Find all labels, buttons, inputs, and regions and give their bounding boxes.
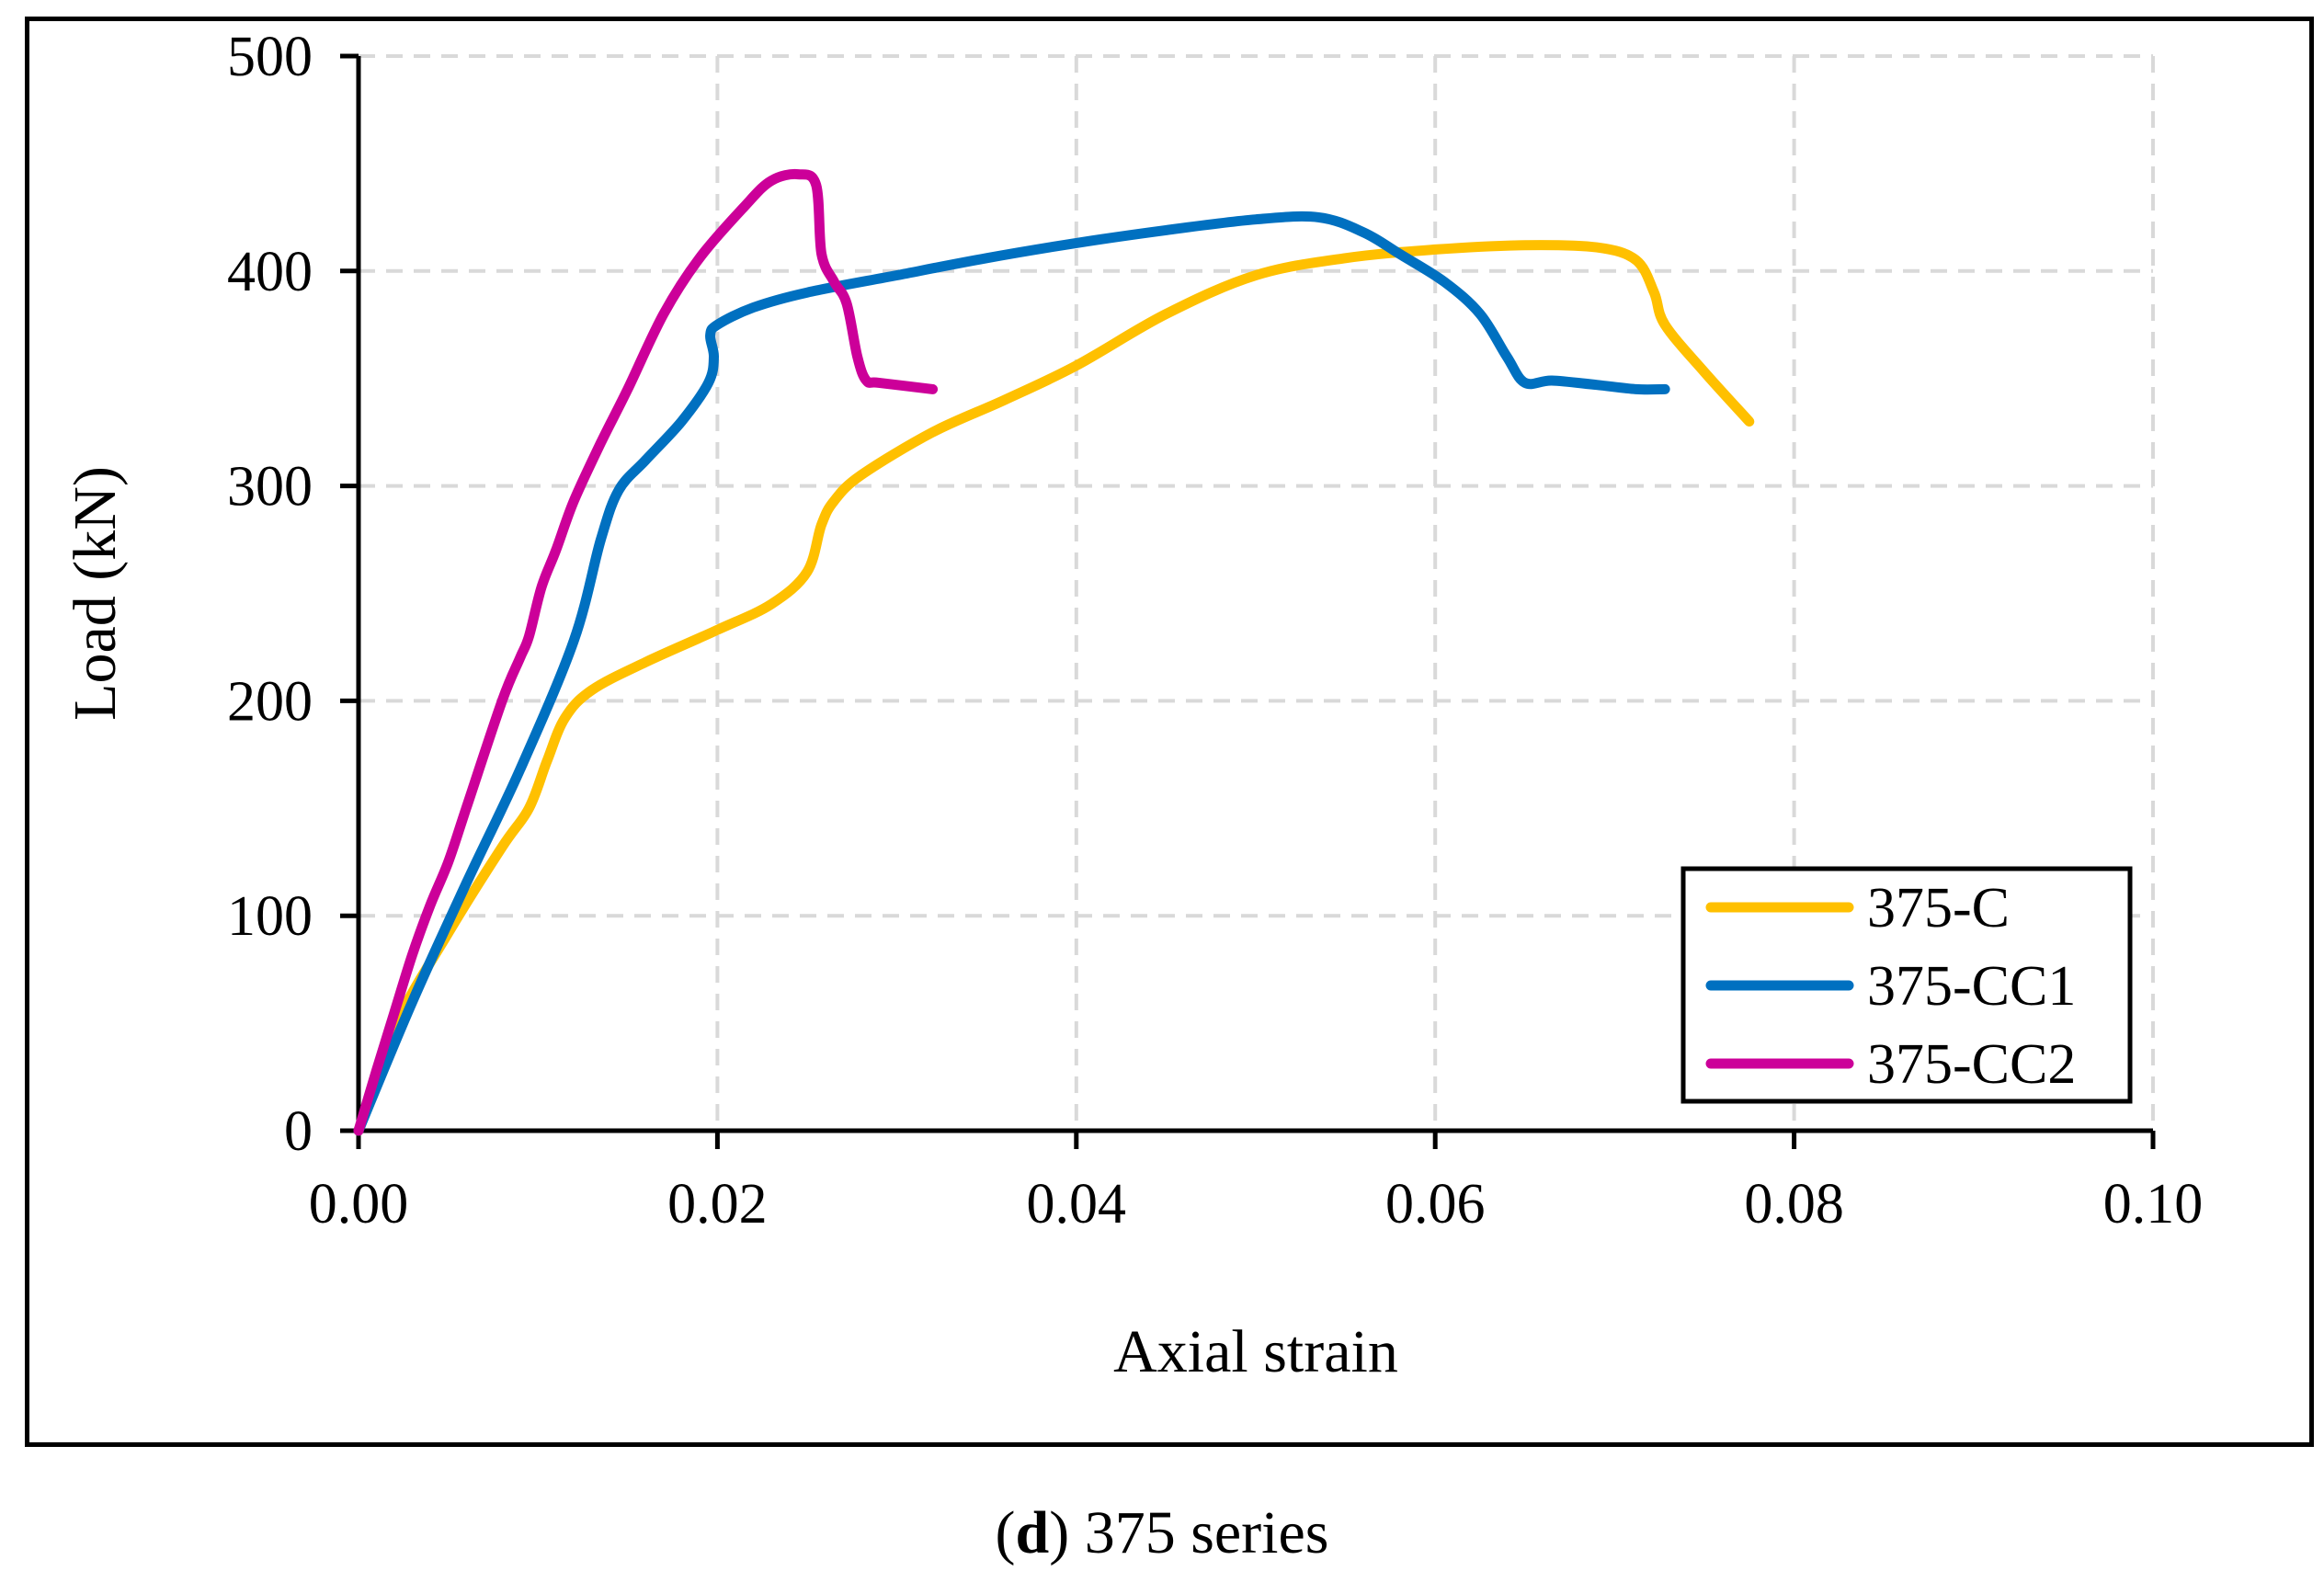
y-tick-label: 400 [227, 241, 313, 303]
series-group [353, 168, 1755, 1136]
x-tick-label: 0.04 [1027, 1173, 1127, 1235]
y-tick-label: 500 [227, 26, 313, 88]
caption-open: ( [995, 1499, 1016, 1566]
x-tick-label: 0.00 [309, 1173, 409, 1235]
caption-text: 375 series [1069, 1499, 1329, 1566]
legend-label-375-cc1: 375-CC1 [1867, 955, 2076, 1018]
chart-frame [25, 17, 2314, 1447]
x-tick-label: 0.10 [2103, 1173, 2204, 1235]
y-axis-label: Load (kN) [62, 466, 129, 721]
caption-letter: d [1015, 1499, 1050, 1566]
y-tick-label: 100 [227, 885, 313, 948]
x-tick-label: 0.06 [1385, 1173, 1486, 1235]
axes [340, 53, 2156, 1149]
y-tick-label: 0 [284, 1100, 313, 1163]
y-tick-label: 300 [227, 456, 313, 518]
figure-caption: (d) 375 series [0, 1498, 2324, 1568]
x-axis-label: Axial strain [1113, 1318, 1398, 1385]
series-line-375-c [353, 240, 1755, 1136]
x-tick-label: 0.02 [667, 1173, 768, 1235]
legend-label-375-cc2: 375-CC2 [1867, 1033, 2076, 1096]
y-tick-label: 200 [227, 670, 313, 733]
legend: 375-C 375-CC1 375-CC2 [1680, 866, 2133, 1104]
series-line-375-cc2 [353, 168, 939, 1136]
x-tick-label: 0.08 [1744, 1173, 1844, 1235]
caption-close: ) [1049, 1499, 1070, 1566]
tick-labels: 0.00 0.02 0.04 0.06 0.08 0.10 0 100 200 300 400 500 [227, 26, 2203, 1235]
series-line-375-cc1 [353, 211, 1670, 1136]
legend-label-375-c: 375-C [1867, 877, 2010, 939]
